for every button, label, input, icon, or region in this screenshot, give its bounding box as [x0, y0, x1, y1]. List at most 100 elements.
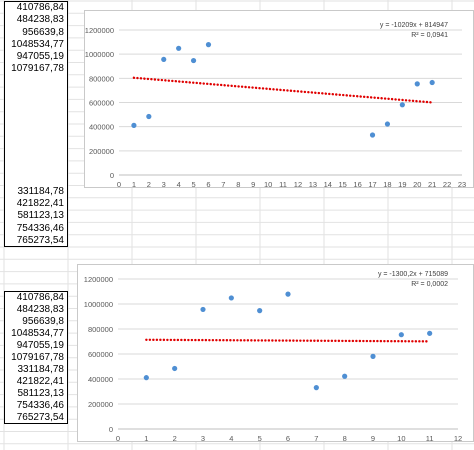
data-point[interactable] — [176, 45, 182, 51]
scatter-chart-bottom-plot: 0 200000 400000 600000 800000 1000000 1200000 0… — [84, 271, 462, 443]
x-tick-label: 3 — [201, 434, 205, 441]
y-tick-label: 1200000 — [85, 26, 114, 35]
x-tick-label: 9 — [251, 180, 255, 187]
x-tick-label: 6 — [286, 434, 290, 441]
data-cell[interactable]: 754336,46 — [16, 222, 64, 234]
data-point[interactable] — [398, 332, 404, 338]
data-cell[interactable]: 765273,54 — [16, 234, 64, 246]
data-cell[interactable]: 1079167,78 — [11, 352, 64, 363]
data-cell[interactable]: 581123,13 — [17, 210, 64, 222]
x-tick-label: 7 — [221, 180, 225, 187]
x-tick-label: 8 — [343, 434, 347, 441]
data-point[interactable] — [161, 56, 167, 63]
data-point[interactable] — [369, 132, 376, 138]
data-point[interactable] — [200, 306, 206, 313]
data-point[interactable] — [429, 79, 435, 86]
y-tick-label: 400000 — [88, 375, 113, 384]
data-cell[interactable]: 956639,8 — [22, 316, 64, 327]
data-cell[interactable]: 484238,83 — [16, 304, 64, 315]
data-cell[interactable]: 754336,46 — [16, 400, 64, 411]
y-tick-label: 600000 — [89, 99, 114, 108]
data-cell[interactable]: 1048534,77 — [11, 38, 64, 50]
data-cell[interactable]: 765273,54 — [16, 412, 64, 423]
data-cell[interactable]: 1048534,77 — [11, 328, 64, 339]
data-point[interactable] — [143, 375, 149, 381]
x-tick-label: 0 — [116, 434, 120, 441]
x-tick-label: 19 — [398, 180, 406, 187]
data-point[interactable] — [427, 330, 433, 336]
x-tick-label: 10 — [397, 434, 405, 441]
data-point[interactable] — [257, 308, 263, 314]
data-column-bottom: 410786,84 484238,83 956639,8 1048534,77 9470… — [4, 291, 68, 424]
y-tick-label: 200000 — [88, 400, 113, 409]
x-tick-label: 10 — [264, 180, 272, 187]
data-column-top: 410786,84 484238,83 956639,8 1048534,77 9470… — [4, 1, 68, 247]
x-tick-label: 16 — [353, 180, 361, 187]
x-tick-label: 18 — [383, 180, 391, 187]
x-tick-label: 20 — [413, 180, 421, 187]
scatter-chart-bottom[interactable]: 0 200000 400000 600000 800000 1000000 1200000 0… — [77, 264, 474, 443]
data-point[interactable] — [172, 365, 178, 372]
data-cell[interactable]: 956639,8 — [22, 26, 64, 38]
data-point[interactable] — [228, 295, 234, 301]
x-tick-label: 11 — [279, 180, 287, 187]
y-tick-label: 1000000 — [84, 300, 113, 309]
x-tick-label: 12 — [454, 434, 462, 441]
x-tick-label: 9 — [371, 434, 375, 441]
data-cell[interactable] — [5, 100, 67, 112]
y-tick-label: 800000 — [89, 74, 114, 83]
data-cell[interactable] — [5, 76, 67, 88]
x-tick-label: 5 — [191, 180, 195, 187]
data-cell[interactable]: 421822,41 — [16, 198, 64, 209]
data-point[interactable] — [384, 121, 391, 127]
data-cell[interactable] — [5, 125, 67, 137]
trendline — [132, 76, 434, 104]
data-point[interactable] — [370, 353, 376, 359]
data-cell[interactable] — [5, 137, 67, 149]
data-cell[interactable]: 410786,84 — [16, 292, 64, 303]
data-point[interactable] — [342, 373, 348, 379]
x-tick-label: 13 — [309, 180, 317, 187]
data-cell[interactable] — [5, 174, 67, 186]
data-cell[interactable]: 421822,41 — [16, 376, 64, 387]
data-cell[interactable] — [5, 112, 67, 124]
data-point[interactable] — [146, 113, 152, 120]
x-tick-label: 7 — [314, 434, 318, 441]
x-tick-label: 21 — [428, 180, 436, 187]
x-tick-label: 1 — [132, 180, 136, 187]
data-cell[interactable]: 947055,19 — [16, 51, 64, 62]
data-cell[interactable]: 410786,84 — [16, 2, 64, 13]
data-cell[interactable] — [5, 88, 67, 100]
r-squared-label: R² = 0,0941 — [411, 32, 448, 39]
x-tick-label: 6 — [206, 180, 210, 187]
data-point[interactable] — [131, 122, 137, 128]
data-point[interactable] — [285, 291, 291, 297]
x-tick-label: 22 — [443, 180, 451, 187]
x-tick-label: 23 — [458, 180, 466, 187]
data-cell[interactable]: 331184,78 — [17, 185, 64, 197]
data-cell[interactable] — [5, 161, 67, 173]
data-cell[interactable]: 581123,13 — [17, 388, 64, 399]
data-point[interactable] — [313, 385, 319, 391]
data-point[interactable] — [414, 81, 420, 87]
data-point[interactable] — [399, 102, 405, 108]
scatter-chart-top[interactable]: 0 200000 400000 600000 800000 1000000 1200000 0… — [84, 10, 474, 189]
data-cell[interactable]: 331184,78 — [17, 364, 64, 375]
x-tick-label: 11 — [426, 434, 434, 441]
x-tick-label: 14 — [324, 180, 332, 187]
y-tick-label: 0 — [109, 425, 113, 434]
scatter-chart-top-plot: 0 200000 400000 600000 800000 1000000 1200000 0… — [85, 22, 466, 189]
data-cell[interactable]: 947055,19 — [16, 340, 64, 351]
x-tick-label: 4 — [177, 180, 181, 187]
y-tick-label: 200000 — [89, 147, 114, 156]
trendline-equation: y = -1300,2x + 715089 — [378, 271, 448, 278]
data-cell[interactable]: 1079167,78 — [11, 63, 64, 75]
x-tick-label: 2 — [147, 180, 151, 187]
data-cell[interactable] — [5, 149, 67, 161]
data-point[interactable] — [190, 57, 197, 64]
data-cell[interactable]: 484238,83 — [16, 14, 64, 26]
y-tick-label: 1200000 — [84, 275, 113, 284]
y-tick-label: 800000 — [88, 325, 113, 334]
x-tick-label: 2 — [173, 434, 177, 441]
data-point[interactable] — [205, 42, 212, 48]
